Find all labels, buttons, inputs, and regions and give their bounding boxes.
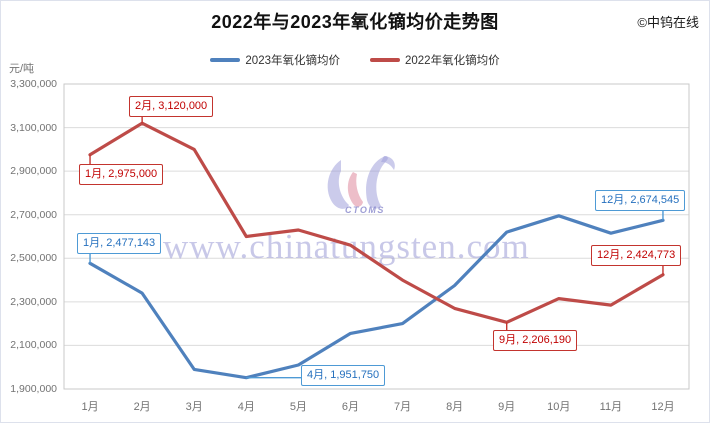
x-tick-label: 12月 (651, 401, 675, 413)
data-label-callout: 2月, 3,120,000 (129, 96, 214, 117)
x-tick-label: 3月 (185, 401, 203, 413)
data-label-callout: 12月, 2,424,773 (591, 245, 682, 266)
chart-title: 2022年与2023年氧化镝均价走势图 (211, 12, 499, 32)
x-tick-label: 7月 (393, 401, 412, 413)
series-line-2023 (88, 214, 665, 380)
y-tick-label: 2,900,000 (10, 165, 57, 178)
x-tick-label: 1月 (81, 401, 99, 413)
series-lines-group (88, 121, 665, 380)
y-tick-label: 2,700,000 (10, 208, 57, 221)
legend-label-2023: 2023年氧化镝均价 (245, 55, 340, 67)
y-tick-label: 2,500,000 (10, 252, 57, 265)
watermark-logo-text: CTOMS (345, 205, 385, 215)
x-tick-label: 4月 (237, 401, 255, 413)
copyright-label: ©中钨在线 (637, 15, 699, 30)
chart-legend: 2023年氧化镝均价 2022年氧化镝均价 (1, 52, 709, 68)
legend-item-2022: 2022年氧化镝均价 (370, 52, 500, 68)
y-axis-unit-label: 元/吨 (9, 63, 35, 75)
data-label-callout: 12月, 2,674,545 (595, 190, 686, 211)
x-tick-label: 8月 (446, 401, 464, 413)
x-tick-label: 11月 (599, 401, 623, 413)
y-tick-label: 3,100,000 (10, 121, 57, 134)
data-label-callout: 4月, 1,951,750 (301, 365, 386, 386)
y-tick-label: 1,900,000 (10, 383, 57, 395)
legend-line-swatch-red (370, 58, 400, 62)
legend-label-2022: 2022年氧化镝均价 (405, 55, 500, 67)
x-tick-label: 5月 (289, 401, 307, 413)
y-tick-label: 2,100,000 (10, 339, 57, 352)
watermark-group: CTOMS www.chinatungsten.com (163, 156, 530, 266)
legend-line-swatch-blue (210, 58, 241, 62)
data-label-callout: 9月, 2,206,190 (493, 330, 578, 351)
data-label-callout: 1月, 2,477,143 (77, 233, 162, 254)
watermark-logo-icon: CTOMS (327, 156, 395, 215)
y-tick-label: 3,300,000 (10, 78, 57, 90)
x-tick-label: 2月 (133, 401, 151, 413)
x-tick-label: 6月 (341, 401, 360, 413)
legend-item-2023: 2023年氧化镝均价 (210, 52, 340, 68)
x-tick-label: 10月 (547, 401, 571, 413)
x-tick-label: 9月 (498, 401, 516, 413)
plot-border (63, 83, 690, 390)
series-line-2022 (88, 121, 665, 324)
watermark-text: www.chinatungsten.com (163, 227, 530, 266)
data-label-callout: 1月, 2,975,000 (79, 164, 164, 185)
y-tick-label: 2,300,000 (10, 295, 57, 308)
